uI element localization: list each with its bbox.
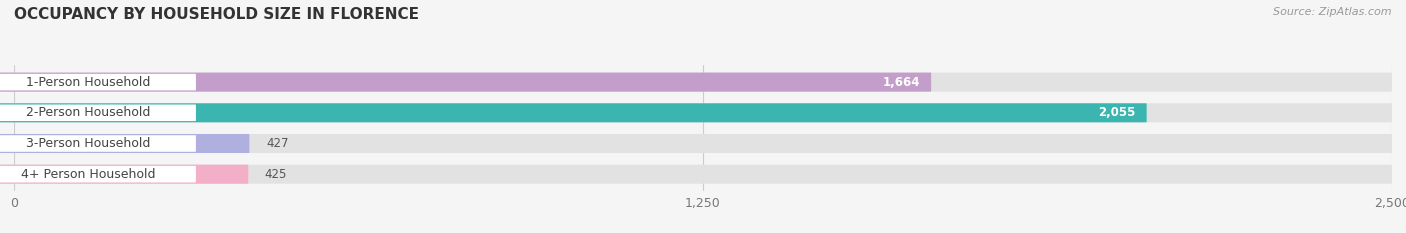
Text: 427: 427: [266, 137, 288, 150]
FancyBboxPatch shape: [0, 103, 1392, 122]
FancyBboxPatch shape: [0, 166, 195, 182]
FancyBboxPatch shape: [0, 73, 931, 92]
Text: 4+ Person Household: 4+ Person Household: [21, 168, 156, 181]
FancyBboxPatch shape: [0, 105, 195, 121]
FancyBboxPatch shape: [0, 74, 195, 90]
Text: 2,055: 2,055: [1098, 106, 1136, 119]
Text: Source: ZipAtlas.com: Source: ZipAtlas.com: [1274, 7, 1392, 17]
Text: 425: 425: [264, 168, 287, 181]
FancyBboxPatch shape: [0, 165, 249, 184]
FancyBboxPatch shape: [0, 135, 195, 152]
Text: 3-Person Household: 3-Person Household: [27, 137, 150, 150]
FancyBboxPatch shape: [0, 134, 1392, 153]
Text: 1-Person Household: 1-Person Household: [27, 76, 150, 89]
FancyBboxPatch shape: [0, 73, 1392, 92]
Text: 2-Person Household: 2-Person Household: [27, 106, 150, 119]
Text: OCCUPANCY BY HOUSEHOLD SIZE IN FLORENCE: OCCUPANCY BY HOUSEHOLD SIZE IN FLORENCE: [14, 7, 419, 22]
Text: 1,664: 1,664: [883, 76, 920, 89]
FancyBboxPatch shape: [0, 103, 1147, 122]
FancyBboxPatch shape: [0, 165, 1392, 184]
FancyBboxPatch shape: [0, 134, 249, 153]
